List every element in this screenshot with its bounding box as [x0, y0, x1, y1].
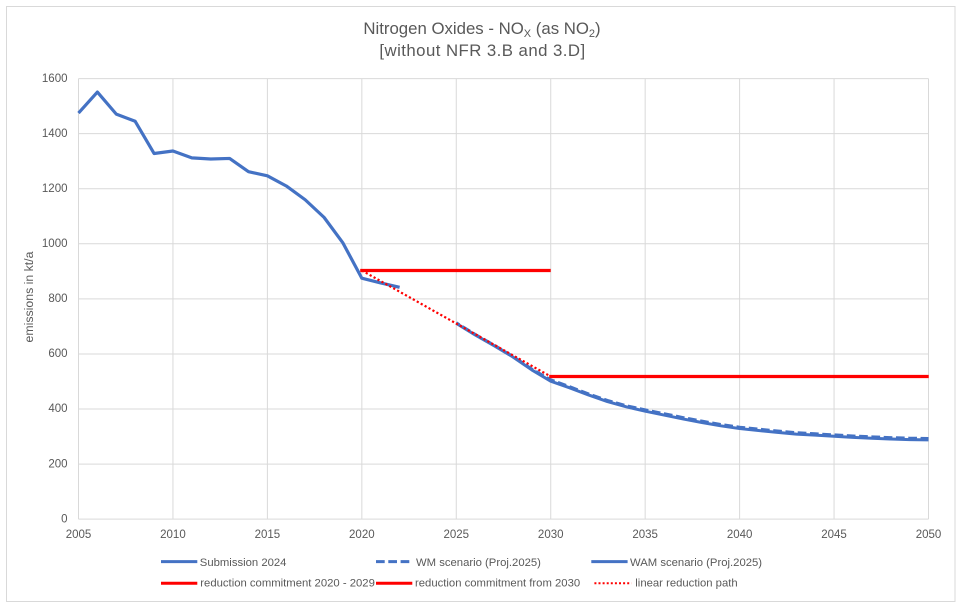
- svg-text:[without NFR 3.B and 3.D]: [without NFR 3.B and 3.D]: [379, 41, 585, 60]
- svg-text:2030: 2030: [538, 529, 564, 541]
- svg-text:1400: 1400: [42, 128, 68, 140]
- svg-text:Nitrogen Oxides - NOX (as NO2): Nitrogen Oxides - NOX (as NO2): [363, 19, 600, 40]
- svg-text:reduction commitment 2020 - 20: reduction commitment 2020 - 2029: [200, 578, 375, 590]
- svg-text:2035: 2035: [632, 529, 658, 541]
- svg-text:2045: 2045: [821, 529, 847, 541]
- svg-text:WAM scenario (Proj.2025): WAM scenario (Proj.2025): [630, 557, 762, 569]
- svg-text:600: 600: [48, 348, 67, 360]
- svg-text:1200: 1200: [42, 183, 68, 195]
- svg-text:1000: 1000: [42, 238, 68, 250]
- svg-text:200: 200: [48, 458, 67, 470]
- svg-text:2005: 2005: [66, 529, 92, 541]
- svg-text:2040: 2040: [727, 529, 753, 541]
- svg-text:2020: 2020: [349, 529, 375, 541]
- svg-text:linear reduction path: linear reduction path: [635, 578, 737, 590]
- svg-text:2010: 2010: [160, 529, 186, 541]
- svg-text:2025: 2025: [443, 529, 469, 541]
- svg-text:reduction commitment from 2030: reduction commitment from 2030: [415, 578, 580, 590]
- svg-text:WM scenario (Proj.2025): WM scenario (Proj.2025): [416, 557, 541, 569]
- svg-text:400: 400: [48, 403, 67, 415]
- svg-text:800: 800: [48, 293, 67, 305]
- svg-text:emissions in kt/a: emissions in kt/a: [22, 251, 36, 342]
- svg-text:1600: 1600: [42, 73, 68, 85]
- svg-text:0: 0: [61, 513, 67, 525]
- svg-text:2015: 2015: [255, 529, 281, 541]
- svg-text:Submission 2024: Submission 2024: [200, 557, 287, 569]
- svg-text:2050: 2050: [916, 529, 942, 541]
